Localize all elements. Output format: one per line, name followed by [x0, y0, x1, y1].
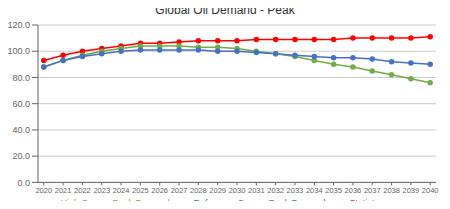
svg-text:2029: 2029 [209, 186, 226, 195]
svg-text:100.0: 100.0 [8, 46, 30, 56]
svg-text:2025: 2025 [132, 186, 149, 195]
html-text:High Case – Peak Demand: High Case – Peak Demand [60, 198, 170, 209]
svg-text:2027: 2027 [171, 186, 188, 195]
svg-text:20.0: 20.0 [12, 151, 30, 161]
svg-text:80.0: 80.0 [12, 73, 30, 83]
svg-text:2031: 2031 [248, 186, 265, 195]
svg-text:2022: 2022 [74, 186, 91, 195]
svg-text:2024: 2024 [113, 186, 130, 195]
svg-text:60.0: 60.0 [12, 99, 30, 109]
svg-text:2033: 2033 [287, 186, 304, 195]
html-text:Reference Case – Peak Demand: Reference Case – Peak Demand [193, 198, 326, 209]
svg-text:120.0: 120.0 [8, 20, 30, 30]
svg-text:2038: 2038 [383, 186, 400, 195]
svg-text:2040: 2040 [422, 186, 439, 195]
svg-text:2026: 2026 [151, 186, 168, 195]
svg-text:2028: 2028 [190, 186, 207, 195]
svg-text:2023: 2023 [93, 186, 110, 195]
svg-text:2037: 2037 [364, 186, 381, 195]
svg-text:2020: 2020 [35, 186, 52, 195]
svg-text:2034: 2034 [306, 186, 323, 195]
svg-text:2039: 2039 [403, 186, 420, 195]
svg-text:0.0: 0.0 [17, 178, 30, 188]
svg-text:2032: 2032 [267, 186, 284, 195]
svg-text:2036: 2036 [345, 186, 362, 195]
svg-text:2021: 2021 [55, 186, 72, 195]
html-text:Statista: Statista [349, 198, 380, 209]
html-text:Global Oil Demand - Peak: Global Oil Demand - Peak [155, 3, 295, 17]
svg-text:2035: 2035 [325, 186, 342, 195]
svg-text:2030: 2030 [229, 186, 246, 195]
svg-text:40.0: 40.0 [12, 125, 30, 135]
